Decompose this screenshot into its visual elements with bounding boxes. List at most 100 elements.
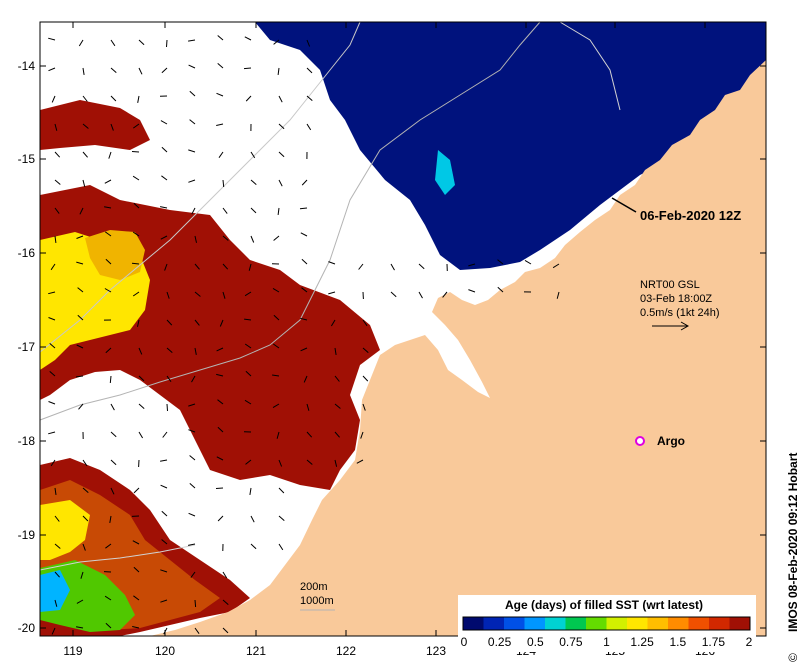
current-vector xyxy=(161,67,168,74)
current-vector xyxy=(160,120,168,125)
current-vector xyxy=(166,403,168,412)
current-vector xyxy=(306,67,313,74)
lon-tick-119: 119 xyxy=(63,644,82,658)
current-vector xyxy=(188,39,196,42)
recent-sst-region xyxy=(255,22,766,270)
current-vector xyxy=(497,286,504,293)
current-vector xyxy=(110,39,116,47)
current-vector xyxy=(133,487,140,494)
colorbar-swatch xyxy=(463,617,484,630)
current-vector xyxy=(219,319,224,327)
colorbar-tick-label: 1 xyxy=(603,635,610,649)
current-vector xyxy=(166,319,173,326)
current-vector xyxy=(110,95,117,102)
current-vector xyxy=(166,375,172,382)
current-vector xyxy=(82,487,89,493)
current-vector xyxy=(277,207,280,215)
current-vector xyxy=(303,375,308,383)
current-vector xyxy=(138,39,145,46)
current-vector xyxy=(188,403,196,407)
lon-tick-123: 123 xyxy=(426,644,446,658)
colorbar-swatch xyxy=(688,617,710,630)
current-vector xyxy=(138,403,145,409)
current-vector xyxy=(166,291,170,299)
lon-tick-121: 121 xyxy=(246,644,266,658)
current-vector xyxy=(301,258,308,265)
colorbar-tick-label: 1.5 xyxy=(669,635,686,649)
current-vector xyxy=(131,151,140,153)
current-vector xyxy=(76,344,84,349)
current-vector xyxy=(77,287,84,293)
current-vector xyxy=(51,627,56,635)
current-vector xyxy=(306,459,313,465)
current-vector xyxy=(78,39,84,47)
current-vector xyxy=(245,95,252,102)
current-vector xyxy=(250,543,257,550)
current-vector xyxy=(216,347,224,352)
colorbar-swatch xyxy=(668,617,689,630)
current-vector xyxy=(250,515,255,523)
current-vector xyxy=(468,263,476,267)
current-vector xyxy=(54,151,61,158)
current-vector xyxy=(48,317,56,321)
current-vector xyxy=(306,431,313,438)
current-vector xyxy=(244,318,252,321)
current-vector xyxy=(110,123,114,131)
current-vector xyxy=(222,599,229,605)
current-vector xyxy=(273,39,280,45)
current-vector xyxy=(54,487,57,495)
lat-ticks xyxy=(40,65,766,629)
colorbar-swatch xyxy=(709,617,730,630)
map-frame xyxy=(39,21,767,637)
old-sst-region-west xyxy=(40,100,150,150)
lat-tick-15: -15 xyxy=(18,152,36,166)
current-vector xyxy=(110,487,115,495)
current-vector xyxy=(556,291,560,299)
current-vector xyxy=(245,370,252,377)
current-vector xyxy=(190,571,196,578)
current-vector xyxy=(216,123,224,126)
current-vector xyxy=(216,92,224,97)
current-vector xyxy=(300,317,308,321)
lat-tick-18: -18 xyxy=(18,434,36,448)
current-vector xyxy=(244,343,252,349)
colorbar-tick-label: 0 xyxy=(461,635,468,649)
current-vector xyxy=(272,287,280,293)
current-vector xyxy=(524,259,532,265)
current-vector xyxy=(160,599,168,603)
current-vector xyxy=(278,459,283,467)
current-vector xyxy=(217,399,224,405)
current-vector xyxy=(105,622,112,629)
current-vector xyxy=(362,375,369,382)
current-vector xyxy=(188,149,196,153)
current-vector xyxy=(109,515,112,523)
filled-sst-orange xyxy=(85,230,145,280)
current-vector xyxy=(54,515,60,522)
current-vector xyxy=(189,455,196,461)
contour-1000-label: 1000m xyxy=(300,595,334,607)
current-vector xyxy=(160,569,168,573)
current-vector xyxy=(80,571,84,579)
current-vector xyxy=(50,459,56,467)
current-vector xyxy=(418,291,423,299)
current-vector xyxy=(160,484,168,489)
filled-sst-cyan-patch xyxy=(435,150,455,195)
current-vector xyxy=(138,375,145,382)
current-vectors xyxy=(48,35,560,635)
current-vector xyxy=(218,151,224,158)
current-vector xyxy=(360,431,364,439)
lon-tick-122: 122 xyxy=(336,644,356,658)
current-vector xyxy=(54,207,60,214)
current-vector xyxy=(77,314,84,321)
current-vector xyxy=(166,39,168,48)
current-vector xyxy=(390,263,395,271)
current-vector xyxy=(82,515,89,522)
current-vector xyxy=(191,207,196,215)
current-vector xyxy=(76,599,84,604)
current-vector xyxy=(105,347,112,354)
current-vector xyxy=(250,179,257,185)
current-vector xyxy=(132,175,140,181)
current-vector xyxy=(108,151,112,159)
current-vector xyxy=(194,319,200,326)
current-vector xyxy=(194,235,197,243)
